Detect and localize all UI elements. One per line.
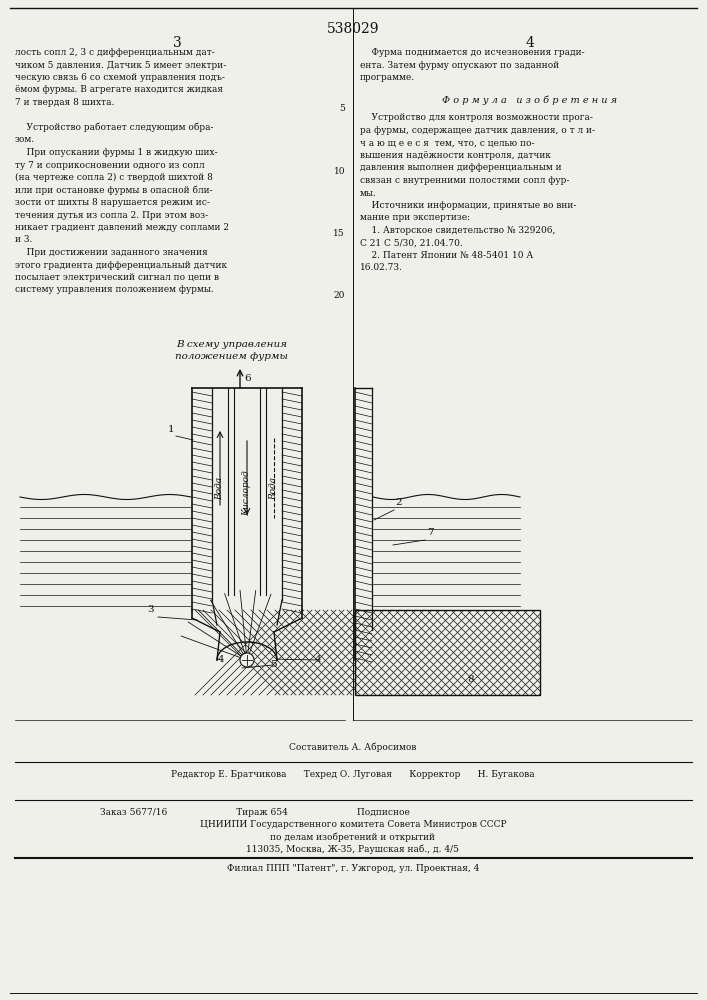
Text: 2. Патент Японии № 48-5401 10 А: 2. Патент Японии № 48-5401 10 А xyxy=(360,251,533,260)
Text: ента. Затем фурму опускают по заданной: ента. Затем фурму опускают по заданной xyxy=(360,60,559,70)
Text: 4: 4 xyxy=(525,36,534,50)
Text: ёмом фурмы. В агрегате находится жидкая: ёмом фурмы. В агрегате находится жидкая xyxy=(15,86,223,95)
Text: 15: 15 xyxy=(334,229,345,238)
Text: ч а ю щ е е с я  тем, что, с целью по-: ч а ю щ е е с я тем, что, с целью по- xyxy=(360,138,534,147)
Text: 6: 6 xyxy=(244,374,250,383)
Text: 3: 3 xyxy=(147,605,153,614)
Text: 3: 3 xyxy=(173,36,182,50)
Text: давления выполнен дифференциальным и: давления выполнен дифференциальным и xyxy=(360,163,561,172)
Text: этого градиента дифференциальный датчик: этого градиента дифференциальный датчик xyxy=(15,260,227,269)
Circle shape xyxy=(240,653,254,667)
Text: 10: 10 xyxy=(334,166,345,176)
Text: чиком 5 давления. Датчик 5 имеет электри-: чиком 5 давления. Датчик 5 имеет электри… xyxy=(15,60,226,70)
Text: ЦНИИПИ Государственного комитета Совета Министров СССР: ЦНИИПИ Государственного комитета Совета … xyxy=(199,820,506,829)
Text: 20: 20 xyxy=(334,292,345,300)
Text: Вода: Вода xyxy=(269,476,279,500)
Text: 113035, Москва, Ж-35, Раушская наб., д. 4/5: 113035, Москва, Ж-35, Раушская наб., д. … xyxy=(247,844,460,854)
Text: мы.: мы. xyxy=(360,188,377,198)
Text: ческую связь 6 со схемой управления подъ-: ческую связь 6 со схемой управления подъ… xyxy=(15,73,225,82)
Text: С 21 С 5/30, 21.04.70.: С 21 С 5/30, 21.04.70. xyxy=(360,238,463,247)
Text: 1: 1 xyxy=(168,425,175,434)
Text: вышения надёжности контроля, датчик: вышения надёжности контроля, датчик xyxy=(360,151,551,160)
Text: Устройство работает следующим обра-: Устройство работает следующим обра- xyxy=(15,123,214,132)
Text: Фурма поднимается до исчезновения гради-: Фурма поднимается до исчезновения гради- xyxy=(360,48,585,57)
Text: и 3.: и 3. xyxy=(15,235,33,244)
Text: систему управления положением фурмы.: систему управления положением фурмы. xyxy=(15,286,214,294)
Text: мание при экспертизе:: мание при экспертизе: xyxy=(360,214,470,223)
Text: Заказ 5677/16                        Тираж 654                        Подписное: Заказ 5677/16 Тираж 654 Подписное xyxy=(100,808,410,817)
Text: ту 7 и соприкосновении одного из сопл: ту 7 и соприкосновении одного из сопл xyxy=(15,160,204,169)
Text: Источники информации, принятые во вни-: Источники информации, принятые во вни- xyxy=(360,201,576,210)
Text: по делам изобретений и открытий: по делам изобретений и открытий xyxy=(271,832,436,842)
Text: 2: 2 xyxy=(395,498,402,507)
Text: Устройство для контроля возможности прога-: Устройство для контроля возможности прог… xyxy=(360,113,593,122)
Text: 7 и твердая 8 шихта.: 7 и твердая 8 шихта. xyxy=(15,98,115,107)
Text: ра фурмы, содержащее датчик давления, о т л и-: ра фурмы, содержащее датчик давления, о … xyxy=(360,126,595,135)
Text: лость сопл 2, 3 с дифференциальным дат-: лость сопл 2, 3 с дифференциальным дат- xyxy=(15,48,215,57)
Text: 7: 7 xyxy=(427,528,433,537)
Text: зом.: зом. xyxy=(15,135,35,144)
Text: связан с внутренними полостями сопл фур-: связан с внутренними полостями сопл фур- xyxy=(360,176,569,185)
Text: положением фурмы: положением фурмы xyxy=(175,352,288,361)
Text: При достижении заданного значения: При достижении заданного значения xyxy=(15,248,208,257)
Text: (на чертеже сопла 2) с твердой шихтой 8: (на чертеже сопла 2) с твердой шихтой 8 xyxy=(15,173,213,182)
Text: зости от шихты 8 нарушается режим ис-: зости от шихты 8 нарушается режим ис- xyxy=(15,198,210,207)
Text: 4: 4 xyxy=(315,655,322,664)
Text: 538029: 538029 xyxy=(327,22,379,36)
Text: 16.02.73.: 16.02.73. xyxy=(360,263,403,272)
Text: Составитель А. Абросимов: Составитель А. Абросимов xyxy=(289,742,416,752)
Text: 8: 8 xyxy=(467,675,474,684)
Text: Вода: Вода xyxy=(216,476,225,500)
Text: программе.: программе. xyxy=(360,73,415,82)
Text: течения дутья из сопла 2. При этом воз-: течения дутья из сопла 2. При этом воз- xyxy=(15,211,208,220)
Text: 5: 5 xyxy=(339,104,345,113)
Text: 1. Авторское свидетельство № 329206,: 1. Авторское свидетельство № 329206, xyxy=(360,226,556,235)
Text: 4: 4 xyxy=(218,655,225,664)
Text: 5: 5 xyxy=(270,660,276,669)
Text: никает градиент давлений между соплами 2: никает градиент давлений между соплами 2 xyxy=(15,223,229,232)
Text: Редактор Е. Братчикова      Техред О. Луговая      Корректор      Н. Бугакова: Редактор Е. Братчикова Техред О. Луговая… xyxy=(171,770,534,779)
Text: или при остановке фурмы в опасной бли-: или при остановке фурмы в опасной бли- xyxy=(15,186,213,195)
Text: посылает электрический сигнал по цепи в: посылает электрический сигнал по цепи в xyxy=(15,273,219,282)
Text: Кислород: Кислород xyxy=(243,470,252,516)
Text: Филиал ППП "Патент", г. Ужгород, ул. Проектная, 4: Филиал ППП "Патент", г. Ужгород, ул. Про… xyxy=(227,864,479,873)
Text: Ф о р м у л а   и з о б р е т е н и я: Ф о р м у л а и з о б р е т е н и я xyxy=(443,96,617,105)
Text: В схему управления: В схему управления xyxy=(177,340,288,349)
Text: При опускании фурмы 1 в жидкую ших-: При опускании фурмы 1 в жидкую ших- xyxy=(15,148,218,157)
